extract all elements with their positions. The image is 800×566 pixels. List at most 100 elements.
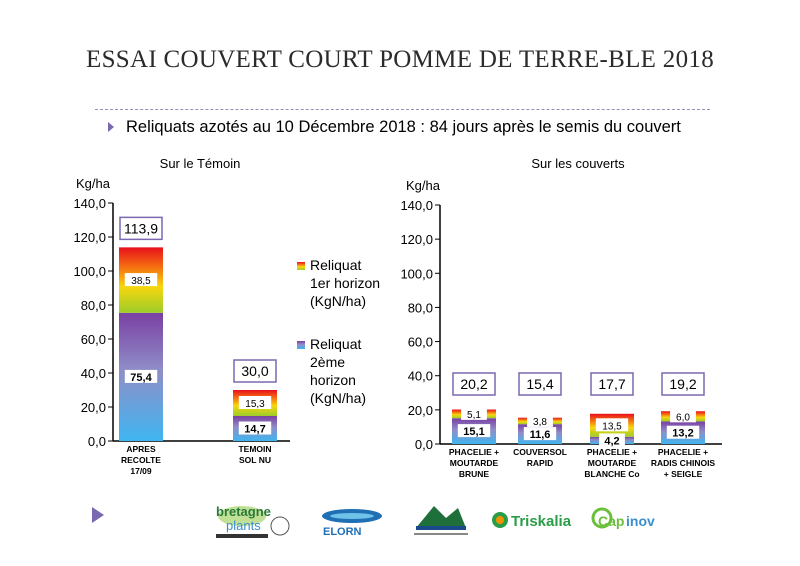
total-label: 17,7 — [598, 376, 625, 392]
total-box — [233, 359, 277, 383]
data-label-horizon2-bg — [523, 427, 557, 441]
y-tick-label: 0,0 — [415, 437, 433, 452]
data-label-horizon1-bg — [595, 418, 629, 432]
y-tick-label: 20,0 — [81, 400, 106, 415]
category-label: + SEIGLE — [664, 469, 703, 479]
slide-subtitle: Reliquats azotés au 10 Décembre 2018 : 8… — [126, 118, 681, 136]
data-label-horizon2-bg — [238, 421, 272, 435]
total-label: 30,0 — [241, 363, 268, 379]
svg-text:Cap: Cap — [598, 513, 624, 529]
chart-title: Sur le Témoin — [160, 156, 241, 171]
legend-label-horizon2: horizon — [310, 372, 356, 388]
data-label-horizon1-bg — [670, 409, 696, 423]
title-divider — [95, 109, 710, 110]
legend-swatch-horizon2 — [297, 341, 305, 349]
category-label: BLANCHE Co — [584, 469, 639, 479]
legend-label-horizon1: 1er horizon — [310, 275, 380, 291]
y-tick-label: 140,0 — [73, 196, 106, 211]
data-label-horizon1-bg — [238, 396, 272, 410]
total-box — [661, 372, 705, 396]
total-box — [518, 372, 562, 396]
legend-label-horizon1: Reliquat — [310, 257, 361, 273]
svg-text:plants: plants — [226, 518, 261, 533]
y-tick-label: 120,0 — [73, 230, 106, 245]
data-label-horizon1: 6,0 — [676, 412, 690, 423]
total-box — [590, 372, 634, 396]
category-label: RECOLTE — [121, 455, 161, 465]
category-label: MOUTARDE — [588, 458, 637, 468]
category-label: PHACELIE + — [658, 447, 708, 457]
total-label: 15,4 — [526, 376, 553, 392]
y-axis-label: Kg/ha — [76, 176, 111, 191]
bullet-arrow-icon — [108, 122, 114, 132]
chart-title: Sur les couverts — [531, 156, 625, 171]
data-label-horizon1-bg — [461, 406, 487, 420]
y-tick-label: 60,0 — [81, 332, 106, 347]
legend-label-horizon2: 2ème — [310, 354, 345, 370]
legend-swatch-horizon1 — [297, 262, 305, 270]
chart-sur-les-couverts: Sur les couverts Kg/ha 0,0 20,0 40,0 60,0 80,0… — [400, 156, 722, 479]
category-label: TEMOIN — [238, 444, 271, 454]
category-label: RAPID — [527, 458, 553, 468]
bretagne-plants-logo: bretagne plants — [216, 504, 290, 538]
capinov-logo: Cap inov — [591, 507, 655, 529]
legend-label-horizon1: (KgN/ha) — [310, 293, 366, 309]
data-label-horizon2: 14,7 — [244, 424, 265, 436]
total-label: 113,9 — [124, 220, 158, 236]
data-label-horizon2: 11,6 — [530, 429, 551, 441]
y-tick-label: 140,0 — [400, 198, 433, 213]
data-label-horizon1: 5,1 — [467, 410, 481, 421]
syndicat-logo — [414, 506, 468, 535]
y-tick-label: 60,0 — [408, 335, 433, 350]
data-label-horizon1: 3,8 — [533, 417, 547, 428]
y-axis-label: Kg/ha — [406, 178, 441, 193]
triskalia-logo: Triskalia — [492, 512, 572, 530]
data-label-horizon2: 15,1 — [463, 426, 484, 438]
category-label: 17/09 — [130, 466, 152, 476]
y-tick-label: 80,0 — [408, 300, 433, 315]
data-label-horizon1: 38,5 — [131, 276, 151, 287]
data-label-horizon1-bg — [527, 413, 553, 427]
svg-text:Triskalia: Triskalia — [511, 513, 572, 530]
data-label-horizon2-bg — [124, 369, 158, 383]
y-tick-label: 0,0 — [88, 434, 106, 449]
y-tick-label: 100,0 — [73, 264, 106, 279]
data-label-horizon2-bg — [666, 425, 700, 439]
y-tick-label: 20,0 — [408, 403, 433, 418]
category-label: APRES — [126, 444, 156, 454]
data-label-horizon2: 13,2 — [672, 428, 693, 440]
legend: Reliquat 1er horizon (KgN/ha) Reliquat 2ème h… — [297, 257, 380, 406]
data-label-horizon1: 13,5 — [602, 421, 622, 432]
slide-title: ESSAI COUVERT COURT POMME DE TERRE-BLE 2… — [86, 46, 714, 73]
svg-text:ELORN: ELORN — [323, 526, 362, 538]
elorn-logo: ELORN — [322, 509, 382, 538]
category-label: PHACELIE + — [587, 447, 637, 457]
y-tick-label: 80,0 — [81, 298, 106, 313]
category-label: MOUTARDE — [450, 458, 499, 468]
data-label-horizon2: 75,4 — [130, 372, 152, 384]
category-label: BRUNE — [459, 469, 490, 479]
total-box — [452, 372, 496, 396]
legend-label-horizon2: (KgN/ha) — [310, 390, 366, 406]
total-label: 19,2 — [669, 376, 696, 392]
data-label-horizon2-bg — [599, 433, 625, 447]
category-label: COUVERSOL — [513, 447, 567, 457]
category-label: RADIS CHINOIS — [651, 458, 716, 468]
y-tick-label: 120,0 — [400, 232, 433, 247]
category-label: PHACELIE + — [449, 447, 499, 457]
footer-arrow-icon — [92, 507, 104, 523]
svg-text:inov: inov — [626, 513, 655, 529]
chart-sur-le-temoin: Sur le Témoin Kg/ha 0,0 20,0 40,0 60,0 80,0 100… — [73, 156, 290, 476]
y-tick-label: 40,0 — [408, 369, 433, 384]
category-label: SOL NU — [239, 455, 271, 465]
y-tick-label: 40,0 — [81, 366, 106, 381]
data-label-horizon2: 4,2 — [604, 435, 619, 447]
legend-label-horizon2: Reliquat — [310, 336, 361, 352]
svg-text:bretagne: bretagne — [216, 504, 271, 519]
data-label-horizon1-bg — [124, 273, 158, 287]
total-label: 20,2 — [460, 376, 487, 392]
data-label-horizon2-bg — [457, 424, 491, 438]
y-tick-label: 100,0 — [400, 266, 433, 281]
